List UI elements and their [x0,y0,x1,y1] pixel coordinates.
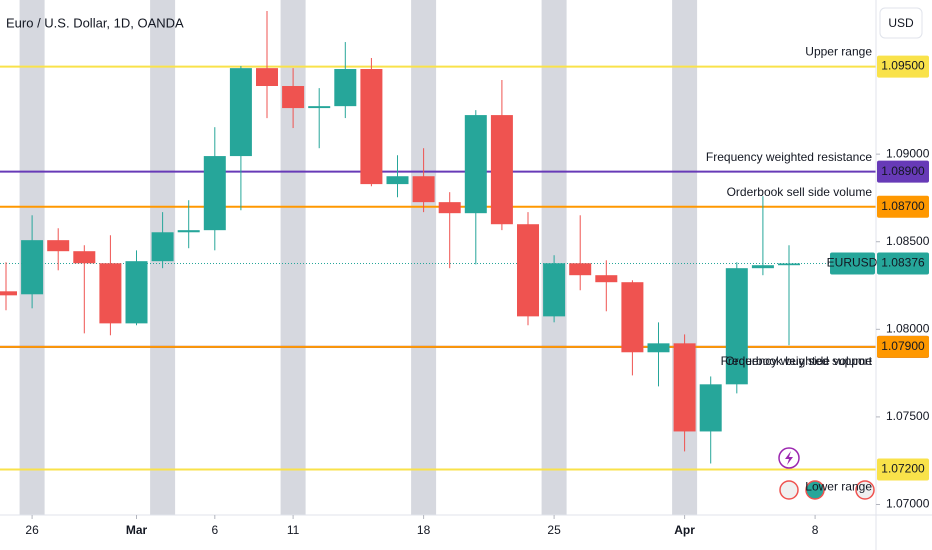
candle-body [647,343,670,353]
level-name: Frequency weighted support [721,354,873,368]
candle-body [621,282,644,353]
level-price-label: 1.07900 [881,339,925,353]
session-band [411,0,437,515]
level-price-box [877,195,929,218]
level-name: Lower range [805,480,872,494]
x-tick-label: 8 [812,523,819,537]
eu-flag-icon[interactable] [805,480,825,500]
candle-body [386,176,409,185]
candle-body [543,263,566,317]
candle-body [203,156,226,231]
x-tick-label: Mar [126,523,148,537]
current-price-label: 1.08376 [881,256,925,270]
level-price-label: 1.07200 [881,462,925,476]
level-name: Frequency weighted resistance [706,150,872,164]
level-price-label: 1.09500 [881,59,925,73]
candle-body [73,251,96,264]
candle-body [177,230,200,233]
candle-body [438,202,461,214]
symbol-label: EURUSD [827,256,878,270]
y-tick-label: 1.07500 [886,409,930,423]
level-name: Orderbook sell side volume [727,185,873,199]
candle-body [778,263,800,266]
level-name: Upper range [805,45,872,59]
level-price-box [877,458,929,481]
y-tick-label: 1.07000 [886,497,930,511]
candle-body [282,86,305,109]
candle-body [256,68,278,87]
candle-body [412,176,435,203]
x-tick-label: 11 [287,523,300,537]
chart-title: Euro / U.S. Dollar, 1D, OANDA [6,15,184,30]
us-flag-icon[interactable] [855,480,875,500]
level-price-box [877,335,929,358]
candle-body [464,115,487,214]
symbol-box [830,252,875,275]
candle-body [699,384,722,432]
candle-body [125,261,148,324]
candle-body [21,240,44,295]
candle-body [47,240,70,252]
lightning-glyph [785,451,793,465]
y-tick-label: 1.08000 [886,321,930,335]
x-tick-label: 18 [417,523,431,537]
level-price-box [877,160,929,183]
us-flag-icon[interactable] [779,480,799,500]
level-price-box [877,55,929,78]
level-name: Orderbook buy side volume [725,354,872,368]
x-tick-label: 25 [547,523,561,537]
currency-button[interactable] [879,7,923,39]
level-price-label: 1.08700 [881,199,925,213]
x-tick-label: Apr [674,523,695,537]
candle-body [99,263,122,324]
candle-body [308,106,331,109]
x-tick-label: 26 [25,523,39,537]
current-price-box [877,252,929,275]
candle-body [360,69,383,185]
candle-body [725,268,748,385]
candle-body [595,275,618,283]
candle-body [151,232,174,262]
candle-body [334,69,357,107]
y-tick-label: 1.09000 [886,146,930,160]
candle-body [517,224,539,317]
y-tick-label: 1.08500 [886,234,930,248]
candle-body [490,115,513,225]
candle-body [0,291,17,296]
currency-button-label[interactable]: USD [888,16,914,30]
candle-body [569,263,592,276]
candle-body [229,68,252,157]
x-tick-label: 6 [211,523,218,537]
candle-body [673,343,696,432]
level-price-label: 1.08900 [881,164,925,178]
candle-body [751,265,774,269]
